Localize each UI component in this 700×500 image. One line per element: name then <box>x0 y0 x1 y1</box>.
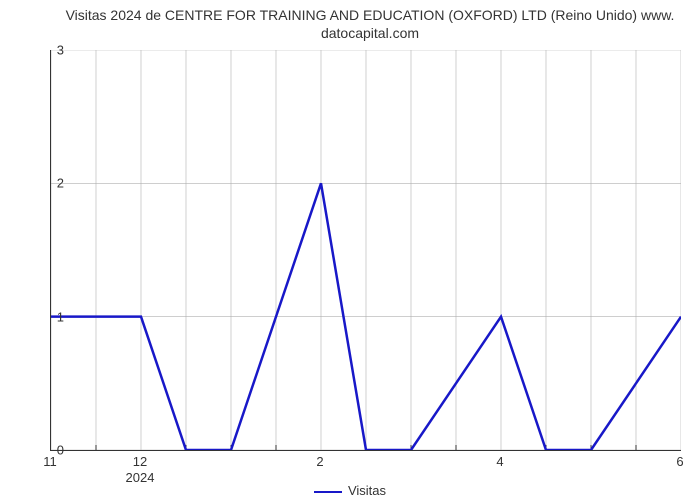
y-tick-label: 1 <box>24 309 64 324</box>
legend-label: Visitas <box>348 483 386 498</box>
title-line2: datocapital.com <box>321 25 419 41</box>
chart-container: Visitas 2024 de CENTRE FOR TRAINING AND … <box>0 0 700 500</box>
x-tick-label: 4 <box>496 454 503 469</box>
series-layer <box>51 50 681 450</box>
plot-area <box>50 50 681 451</box>
y-tick-label: 2 <box>24 176 64 191</box>
x-tick-label: 2 <box>316 454 323 469</box>
legend-swatch <box>314 491 342 493</box>
x-tick-label: 12 <box>133 454 147 469</box>
title-line1: Visitas 2024 de CENTRE FOR TRAINING AND … <box>66 7 675 23</box>
x-tick-label: 6 <box>676 454 683 469</box>
chart-title: Visitas 2024 de CENTRE FOR TRAINING AND … <box>50 6 690 42</box>
legend: Visitas <box>0 483 700 498</box>
y-tick-label: 3 <box>24 43 64 58</box>
x-tick-label: 11 <box>43 454 57 469</box>
